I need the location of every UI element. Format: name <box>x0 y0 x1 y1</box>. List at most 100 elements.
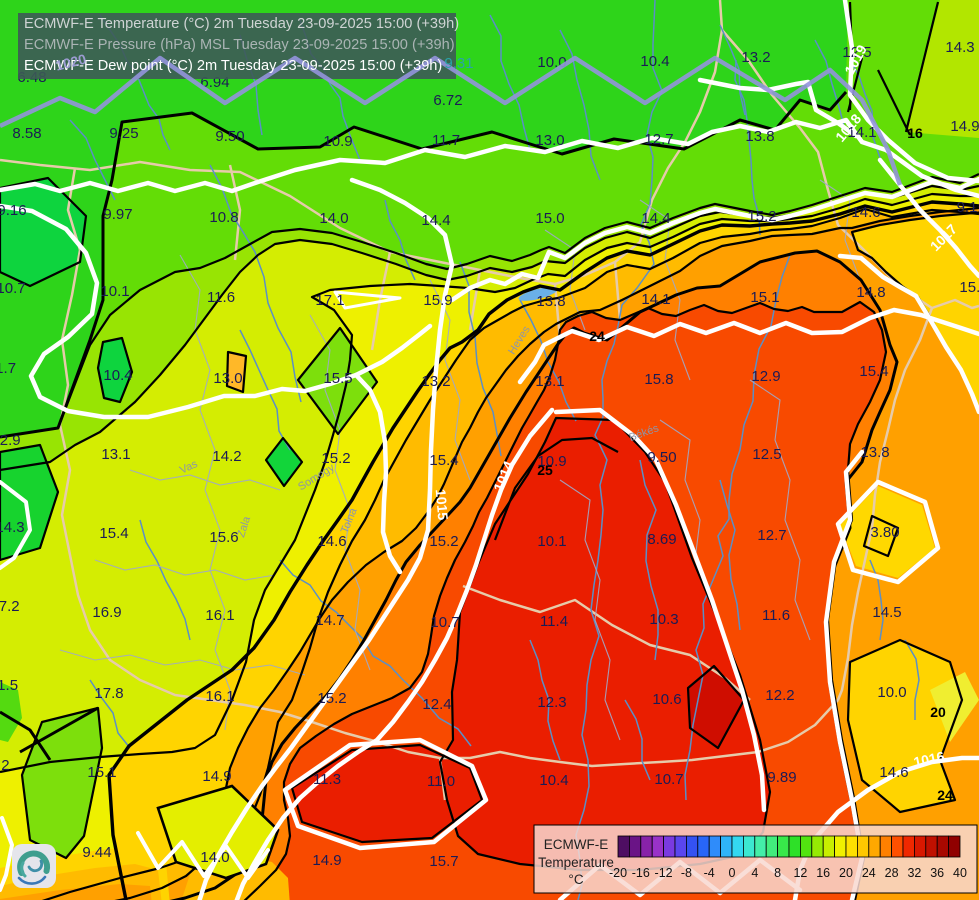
svg-text:15.1: 15.1 <box>750 289 779 306</box>
svg-text:12.9: 12.9 <box>0 432 21 449</box>
svg-text:15.2: 15.2 <box>321 450 350 467</box>
svg-text:15.1: 15.1 <box>87 764 116 781</box>
svg-text:°C: °C <box>568 872 583 887</box>
svg-text:15.2: 15.2 <box>429 533 458 550</box>
svg-text:10.8: 10.8 <box>209 209 238 226</box>
svg-text:11.4: 11.4 <box>540 613 568 630</box>
svg-text:14.6: 14.6 <box>879 764 908 781</box>
svg-text:13.0: 13.0 <box>213 370 242 387</box>
svg-text:14.6: 14.6 <box>851 204 880 221</box>
svg-text:16.9: 16.9 <box>92 604 121 621</box>
svg-text:12.7: 12.7 <box>644 131 673 148</box>
svg-text:16: 16 <box>816 866 830 880</box>
svg-text:11.7: 11.7 <box>432 132 460 149</box>
svg-text:10.1: 10.1 <box>537 533 566 550</box>
svg-text:ECMWF-E: ECMWF-E <box>544 837 609 852</box>
svg-text:15.2: 15.2 <box>317 690 346 707</box>
svg-text:25: 25 <box>537 462 553 478</box>
svg-text:15.5: 15.5 <box>323 370 352 387</box>
svg-text:10.9: 10.9 <box>537 453 566 470</box>
svg-text:9.25: 9.25 <box>109 125 138 142</box>
svg-text:11.3: 11.3 <box>313 771 341 788</box>
svg-text:9.16: 9.16 <box>0 202 27 219</box>
svg-text:14.3: 14.3 <box>945 39 974 56</box>
svg-text:14.1: 14.1 <box>641 291 670 308</box>
svg-text:10.4: 10.4 <box>640 53 669 70</box>
svg-text:12.2: 12.2 <box>765 687 794 704</box>
svg-text:16.1: 16.1 <box>205 607 234 624</box>
svg-text:12: 12 <box>793 866 807 880</box>
svg-text:15.8: 15.8 <box>644 371 673 388</box>
svg-text:-8: -8 <box>681 866 692 880</box>
svg-text:13.2: 13.2 <box>421 373 450 390</box>
svg-text:11.0: 11.0 <box>427 773 455 790</box>
svg-text:13.1: 13.1 <box>535 373 564 390</box>
svg-text:-12: -12 <box>655 866 673 880</box>
svg-text:14.9: 14.9 <box>950 118 979 135</box>
svg-text:Temperature: Temperature <box>538 855 614 870</box>
svg-text:9.31: 9.31 <box>444 55 473 72</box>
svg-text:13.8: 13.8 <box>536 293 565 310</box>
svg-text:24: 24 <box>589 328 605 344</box>
svg-text:11.5: 11.5 <box>0 677 18 694</box>
svg-text:13.0: 13.0 <box>535 132 564 149</box>
svg-text:-4: -4 <box>704 866 715 880</box>
svg-text:14.2: 14.2 <box>212 448 241 465</box>
svg-text:15.4: 15.4 <box>429 452 458 469</box>
svg-text:16.1: 16.1 <box>205 688 234 705</box>
svg-text:40: 40 <box>953 866 967 880</box>
svg-text:13.2: 13.2 <box>741 49 770 66</box>
svg-text:15.4: 15.4 <box>99 525 128 542</box>
svg-text:1016: 1016 <box>912 748 946 770</box>
svg-text:6.72: 6.72 <box>433 92 462 109</box>
svg-text:17.1: 17.1 <box>315 292 344 309</box>
svg-text:9.97: 9.97 <box>103 206 132 223</box>
svg-text:32: 32 <box>907 866 921 880</box>
svg-text:28: 28 <box>885 866 899 880</box>
svg-text:12.5: 12.5 <box>842 44 871 61</box>
svg-text:10.9: 10.9 <box>323 133 352 150</box>
svg-text:10.4: 10.4 <box>539 772 568 789</box>
svg-text:12.5: 12.5 <box>752 446 781 463</box>
svg-text:ECMWF-E Pressure (hPa) MSL Tue: ECMWF-E Pressure (hPa) MSL Tuesday 23-09… <box>24 37 455 53</box>
svg-text:ECMWF-E Dew point (°C) 2m Tues: ECMWF-E Dew point (°C) 2m Tuesday 23-09-… <box>24 58 442 74</box>
svg-text:15.9: 15.9 <box>423 292 452 309</box>
svg-text:9.44: 9.44 <box>82 844 111 861</box>
svg-text:15.3: 15.3 <box>959 279 979 296</box>
svg-text:9.50: 9.50 <box>647 449 676 466</box>
svg-text:12.7: 12.7 <box>757 527 786 544</box>
svg-text:13.8: 13.8 <box>860 444 889 461</box>
svg-text:10.4: 10.4 <box>103 367 132 384</box>
svg-text:-16: -16 <box>632 866 650 880</box>
svg-text:-20: -20 <box>609 866 627 880</box>
svg-text:15.6: 15.6 <box>209 529 238 546</box>
svg-text:17.2: 17.2 <box>0 598 20 615</box>
svg-text:12.9: 12.9 <box>751 368 780 385</box>
svg-text:11.6: 11.6 <box>762 607 790 624</box>
svg-text:10.3: 10.3 <box>649 611 678 628</box>
svg-text:20: 20 <box>839 866 853 880</box>
svg-text:9.50: 9.50 <box>215 128 244 145</box>
svg-text:14.4: 14.4 <box>421 212 450 229</box>
svg-text:15.0: 15.0 <box>535 210 564 227</box>
svg-text:1020: 1020 <box>54 51 88 74</box>
svg-text:24: 24 <box>862 866 876 880</box>
svg-text:14.6: 14.6 <box>317 533 346 550</box>
svg-text:10.1: 10.1 <box>100 283 129 300</box>
svg-text:24: 24 <box>937 787 953 803</box>
svg-text:14.9: 14.9 <box>202 768 231 785</box>
svg-text:10.7: 10.7 <box>654 771 683 788</box>
svg-text:11.7: 11.7 <box>0 360 16 377</box>
svg-text:12.2: 12.2 <box>0 757 10 774</box>
svg-text:10.7: 10.7 <box>0 280 26 297</box>
svg-text:9.1: 9.1 <box>957 199 978 216</box>
svg-text:13.8: 13.8 <box>745 128 774 145</box>
svg-text:14.7: 14.7 <box>315 612 344 629</box>
svg-text:9.89: 9.89 <box>767 769 796 786</box>
svg-text:14.1: 14.1 <box>847 124 876 141</box>
svg-text:10.7: 10.7 <box>430 614 459 631</box>
svg-text:20: 20 <box>930 704 946 720</box>
svg-text:12.3: 12.3 <box>537 694 566 711</box>
svg-text:14.9: 14.9 <box>312 852 341 869</box>
svg-text:14.4: 14.4 <box>641 210 670 227</box>
